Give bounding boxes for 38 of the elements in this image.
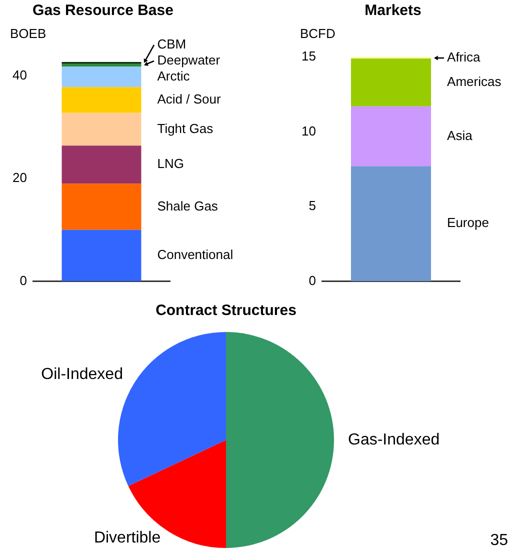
y-tick-label: 0	[308, 272, 316, 288]
y-tick-label: 40	[12, 67, 27, 82]
series-label: CBM	[157, 36, 186, 52]
bar	[62, 112, 142, 146]
series-label: LNG	[157, 156, 184, 172]
bar	[62, 230, 142, 282]
series-label: Tight Gas	[157, 120, 214, 136]
series-label: Europe	[447, 215, 489, 230]
slice-label: Oil-Indexed	[41, 366, 123, 384]
y-tick-label: 5	[308, 198, 316, 214]
bar	[62, 146, 142, 184]
chart-title: Markets	[364, 2, 422, 19]
series-label: Americas	[447, 74, 502, 89]
bar	[62, 64, 142, 67]
bar	[350, 106, 432, 166]
bar	[62, 184, 142, 230]
slice-label: Divertible	[94, 529, 161, 546]
y-tick-label: 15	[302, 48, 316, 64]
bar	[350, 58, 432, 106]
series-label: Arctic	[157, 68, 190, 84]
slice-label: Gas-Indexed	[348, 431, 440, 448]
bar	[62, 66, 142, 88]
bar	[350, 166, 432, 282]
series-label: Shale Gas	[157, 198, 218, 214]
series-label: Asia	[447, 128, 474, 143]
y-tick-label: 0	[20, 272, 27, 288]
series-label: Conventional	[157, 247, 234, 262]
y-axis-title: BOEB	[10, 26, 46, 41]
y-tick-label: 10	[302, 123, 316, 138]
y-tick-label: 20	[12, 170, 27, 186]
series-label: Deepwater	[157, 52, 221, 68]
series-label: Acid / Sour	[157, 92, 222, 107]
bar	[62, 87, 142, 113]
chart-title: Contract Structures	[154, 302, 298, 319]
series-label: Africa	[447, 49, 482, 64]
y-axis-title: BCFD	[300, 26, 336, 41]
chart-title: Gas Resource Base	[32, 2, 174, 19]
text: 35	[490, 532, 508, 550]
